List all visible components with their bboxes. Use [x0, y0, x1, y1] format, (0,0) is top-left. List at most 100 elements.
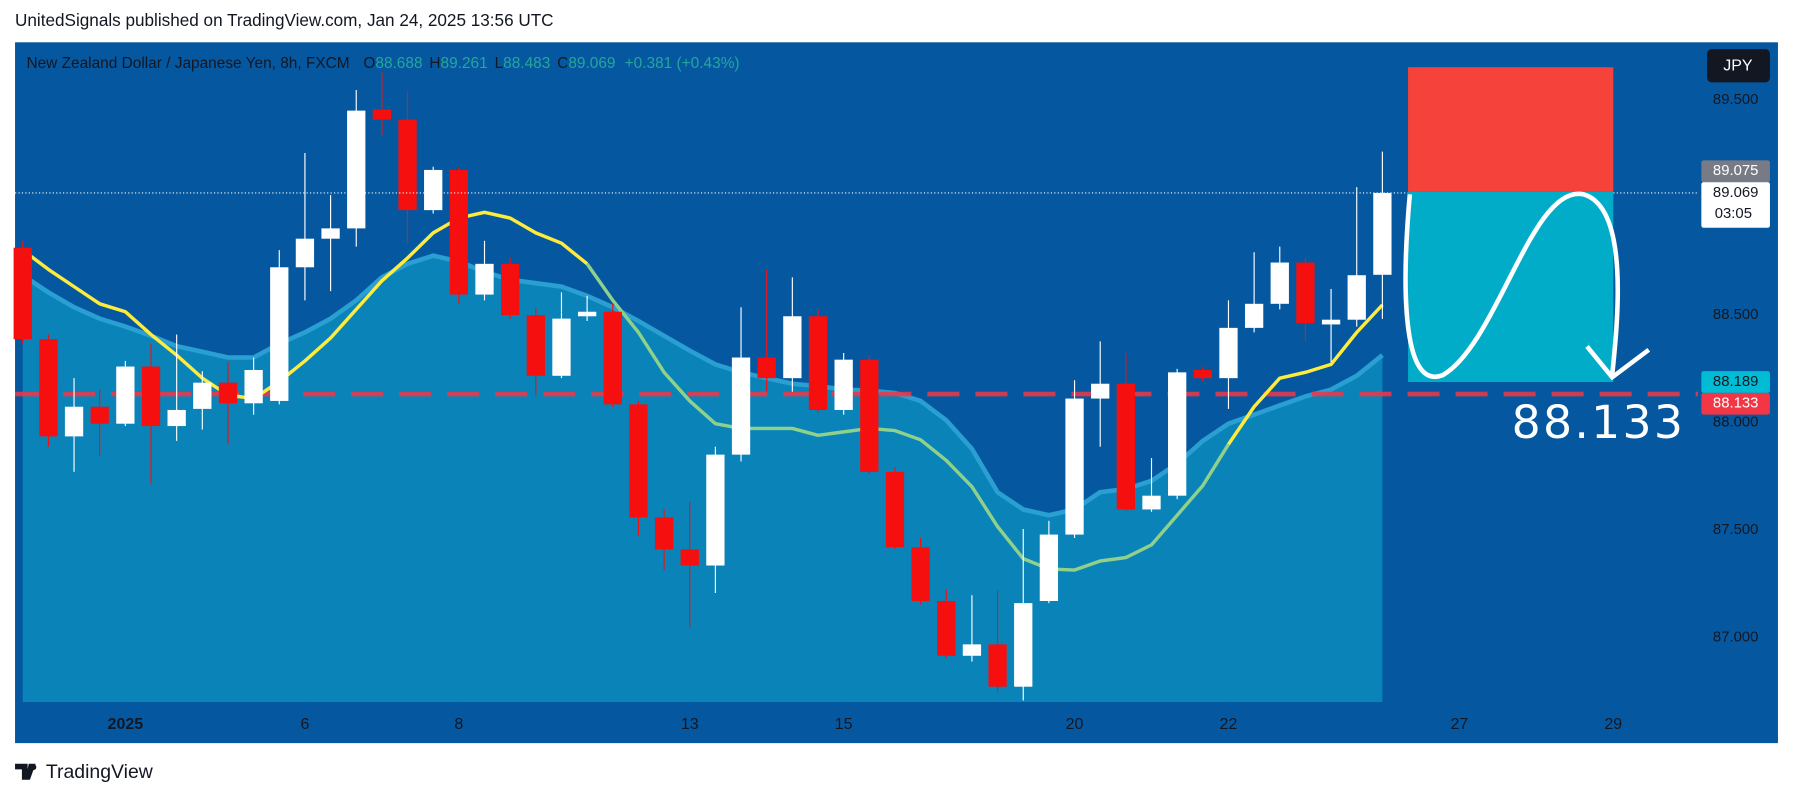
ohlc-label: C — [557, 55, 568, 72]
candle-body — [834, 359, 853, 410]
candle-body — [526, 315, 545, 376]
target-zone — [1408, 191, 1614, 383]
candle-body — [244, 369, 263, 404]
candle-body — [1168, 372, 1187, 496]
candle-body — [629, 404, 648, 518]
price-label: 89.069 — [1713, 185, 1758, 201]
candle-body — [783, 316, 802, 379]
candle-body — [64, 406, 84, 437]
x-tick-label: 29 — [1604, 716, 1622, 733]
candle-body — [424, 169, 443, 211]
y-tick-label: 87.000 — [1713, 629, 1758, 645]
candle-body — [372, 109, 392, 120]
candle-body — [1270, 262, 1289, 304]
candle-body — [347, 110, 366, 229]
candle-body — [860, 359, 879, 472]
ohlc-value: 89.261 — [441, 55, 488, 72]
brand: TradingView — [46, 761, 154, 783]
currency: JPY — [1723, 58, 1753, 75]
y-tick-label: 88.000 — [1713, 415, 1758, 431]
candle-body — [911, 547, 930, 601]
candle-body — [1014, 603, 1033, 687]
candle-body — [654, 517, 674, 550]
ohlc-label: O — [363, 55, 375, 72]
x-tick-label: 27 — [1450, 716, 1468, 733]
price-label-box — [1701, 371, 1770, 393]
candle-body — [167, 409, 186, 427]
candle-body — [706, 454, 725, 566]
candle-body — [962, 644, 982, 656]
candle-body — [1193, 369, 1212, 379]
candle-body — [1219, 327, 1238, 379]
price-label: 88.133 — [1713, 396, 1758, 412]
y-tick-label: 87.500 — [1713, 522, 1758, 538]
candle-body — [1321, 319, 1341, 325]
candle-body — [680, 549, 699, 566]
candle-body — [1039, 534, 1059, 601]
ma-line — [21, 210, 589, 401]
price-label-box — [1701, 392, 1770, 415]
forecast-arrow — [1403, 191, 1621, 380]
published-line: UnitedSignals published on TradingView.c… — [15, 10, 554, 30]
candle-body — [1065, 398, 1084, 535]
candle-body — [116, 366, 135, 424]
candle-body — [1116, 383, 1135, 510]
brand-logo-dot — [30, 764, 37, 771]
change: +0.381 (+0.43%) — [625, 55, 740, 72]
y-tick-label: 88.500 — [1713, 307, 1758, 323]
candle-body — [1142, 495, 1161, 510]
candle-body — [295, 238, 315, 268]
candle-body — [808, 316, 828, 410]
ohlc-value: 88.688 — [375, 55, 422, 72]
candle-body — [475, 263, 494, 295]
x-tick-label: 2025 — [108, 716, 144, 733]
ma-line — [1227, 303, 1384, 446]
candle-body — [193, 382, 212, 409]
candle-body — [141, 366, 161, 427]
candle-body — [1091, 383, 1110, 399]
arrow-head — [1585, 344, 1651, 381]
candle-body — [937, 600, 956, 656]
ohlc-value: 89.069 — [568, 55, 615, 72]
legend-header: New Zealand Dollar / Japanese Yen, 8h, F… — [26, 55, 739, 72]
ohlc-label: H — [429, 55, 440, 72]
candle-body — [1244, 303, 1264, 328]
candle-body — [90, 406, 109, 424]
candle-body — [449, 169, 468, 295]
stop-zone — [1408, 67, 1614, 192]
target-annotation: 88.133 — [1512, 396, 1686, 449]
candle-body — [1296, 262, 1315, 324]
candle-body — [39, 339, 58, 437]
x-tick-label: 22 — [1220, 716, 1238, 733]
price-label-box — [1701, 182, 1770, 228]
axes: 87.000 87.500 88.000 88.500 89.500 2025 6 8 13 15… — [108, 92, 1770, 733]
x-tick-label: 20 — [1066, 716, 1084, 733]
candle-body — [885, 471, 905, 548]
ma-line — [585, 262, 1230, 572]
candle-body — [988, 644, 1007, 687]
candle-body — [603, 311, 622, 405]
symbol: New Zealand Dollar / Japanese Yen, 8h, F… — [26, 55, 349, 72]
x-tick-label: 13 — [681, 716, 699, 733]
candle-body — [270, 267, 289, 401]
candle-body — [577, 311, 597, 317]
candle-body — [1373, 192, 1392, 275]
candle-body — [731, 357, 751, 455]
y-tick-label: 89.500 — [1713, 92, 1758, 108]
ohlc-label: L — [495, 55, 504, 72]
slow-line — [21, 253, 1384, 518]
candle-body — [501, 263, 520, 316]
x-tick-label: 15 — [835, 716, 853, 733]
ohlc-value: 88.483 — [503, 55, 550, 72]
candle-body — [1347, 275, 1366, 320]
plot-area — [13, 67, 1698, 702]
countdown: 03:05 — [1715, 206, 1752, 222]
candle-body — [757, 357, 776, 379]
x-tick-label: 8 — [454, 716, 463, 733]
price-label: 89.075 — [1713, 163, 1758, 179]
price-label: 88.189 — [1713, 374, 1758, 390]
candle-body — [321, 228, 340, 239]
candle-body — [218, 382, 238, 404]
x-tick-label: 6 — [300, 716, 309, 733]
